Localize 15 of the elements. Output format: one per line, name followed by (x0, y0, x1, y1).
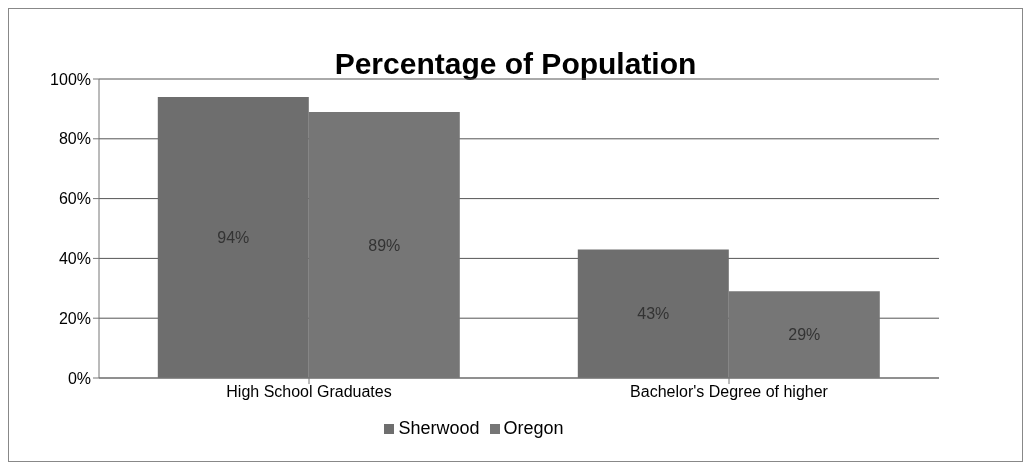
y-tick-label: 80% (58, 130, 91, 148)
y-tick-label: 40% (58, 250, 91, 268)
data-label: 43% (637, 305, 670, 323)
legend-label: Oregon (503, 418, 564, 438)
y-tick-label: 100% (50, 70, 91, 88)
y-tick-label: 0% (67, 369, 91, 387)
y-tick-label: 20% (58, 309, 91, 327)
legend-label: Sherwood (398, 418, 480, 438)
data-label: 94% (217, 229, 250, 247)
y-tick-label: 60% (58, 190, 91, 208)
data-label: 89% (368, 236, 401, 254)
data-label: 29% (788, 326, 821, 344)
x-tick-label: Bachelor's Degree of higher (630, 383, 829, 401)
x-tick-label: High School Graduates (226, 383, 392, 401)
chart-title: Percentage of Population (334, 47, 697, 80)
